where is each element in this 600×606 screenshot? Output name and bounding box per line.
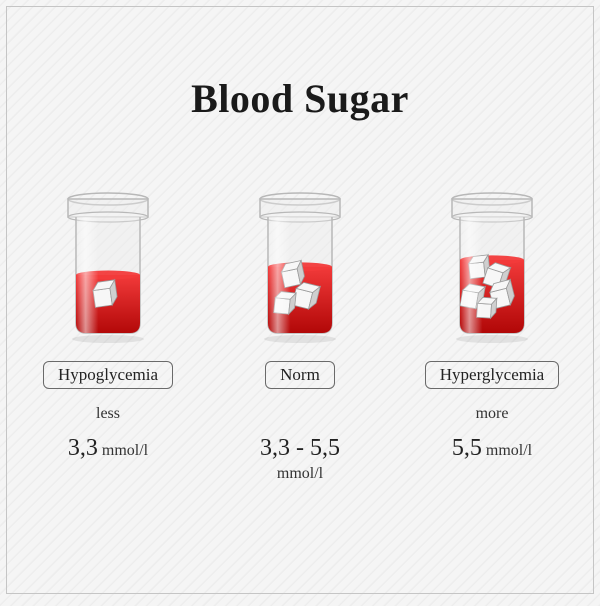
qualifier-hyper: more: [476, 405, 509, 425]
test-tube-icon: [250, 187, 350, 347]
tag-norm: Norm: [265, 361, 335, 389]
states-row: Hypoglycemia less 3,3mmol/l: [7, 187, 593, 483]
tube-hypo: [58, 187, 158, 347]
test-tube-icon: [58, 187, 158, 347]
page-title: Blood Sugar: [7, 75, 593, 122]
content-frame: Blood Sugar: [6, 6, 594, 594]
value-norm: 3,3 - 5,5 mmol/l: [260, 435, 340, 483]
col-norm: Norm 3,3 - 5,5 mmol/l: [220, 187, 380, 483]
value-hypo: 3,3mmol/l: [68, 435, 148, 463]
tag-hyper: Hyperglycemia: [425, 361, 559, 389]
col-hyper: Hyperglycemia more 5,5mmol/l: [412, 187, 572, 483]
value-hyper: 5,5mmol/l: [452, 435, 532, 463]
test-tube-icon: [442, 187, 542, 347]
tube-hyper: [442, 187, 542, 347]
col-hypo: Hypoglycemia less 3,3mmol/l: [28, 187, 188, 483]
tag-hypo: Hypoglycemia: [43, 361, 173, 389]
qualifier-hypo: less: [96, 405, 120, 425]
tube-norm: [250, 187, 350, 347]
